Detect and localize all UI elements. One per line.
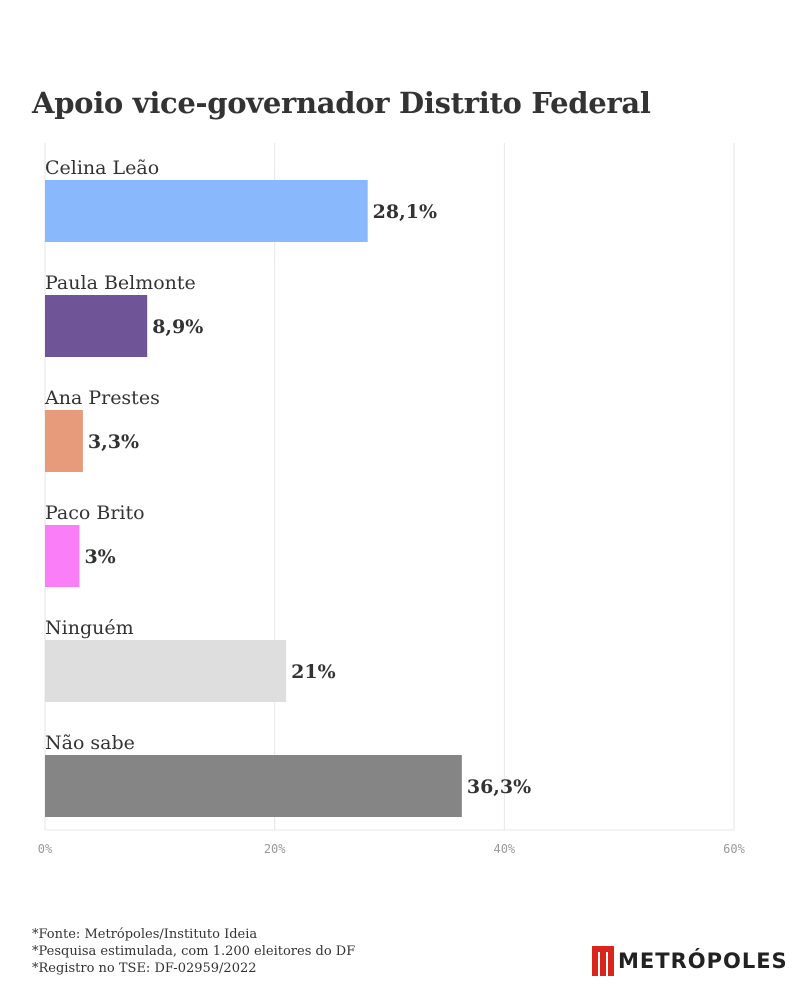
brand-name: METRÓPOLES — [618, 949, 788, 973]
bar — [45, 410, 83, 472]
brand-mark-icon — [592, 946, 614, 976]
bar — [45, 640, 287, 702]
category-label: Celina Leão — [45, 157, 159, 179]
value-label: 28,1% — [373, 201, 437, 223]
footnote-method: *Pesquisa estimulada, com 1.200 eleitore… — [32, 944, 356, 959]
footnote-source: *Fonte: Metrópoles/Instituto Ideia — [32, 927, 258, 942]
bar — [45, 525, 80, 587]
x-tick-label: 0% — [38, 842, 53, 856]
bar-chart: 0% 20% 40% 60% Celina Leão 28,1% Paula Belmont… — [38, 143, 746, 856]
category-label: Paco Brito — [45, 502, 145, 524]
value-label: 36,3% — [467, 776, 531, 798]
category-label: Ana Prestes — [44, 387, 160, 409]
value-label: 3,3% — [88, 431, 139, 453]
footnotes: *Fonte: Metrópoles/Instituto Ideia *Pesq… — [32, 926, 355, 977]
brand-logo: METRÓPOLES — [592, 945, 788, 977]
value-label: 3% — [84, 546, 115, 568]
value-label: 21% — [291, 661, 336, 683]
category-label: Ninguém — [45, 617, 134, 639]
x-tick-label: 40% — [493, 842, 515, 856]
value-label: 8,9% — [152, 316, 203, 338]
bar — [45, 295, 148, 357]
x-tick-label: 20% — [264, 842, 286, 856]
x-tick-label: 60% — [723, 842, 745, 856]
category-label: Não sabe — [45, 732, 135, 754]
chart-title: Apoio vice-governador Distrito Federal — [32, 86, 651, 120]
bar — [45, 755, 462, 817]
category-label: Paula Belmonte — [45, 272, 196, 294]
bar — [45, 180, 368, 242]
footnote-registry: *Registro no TSE: DF-02959/2022 — [32, 961, 257, 976]
